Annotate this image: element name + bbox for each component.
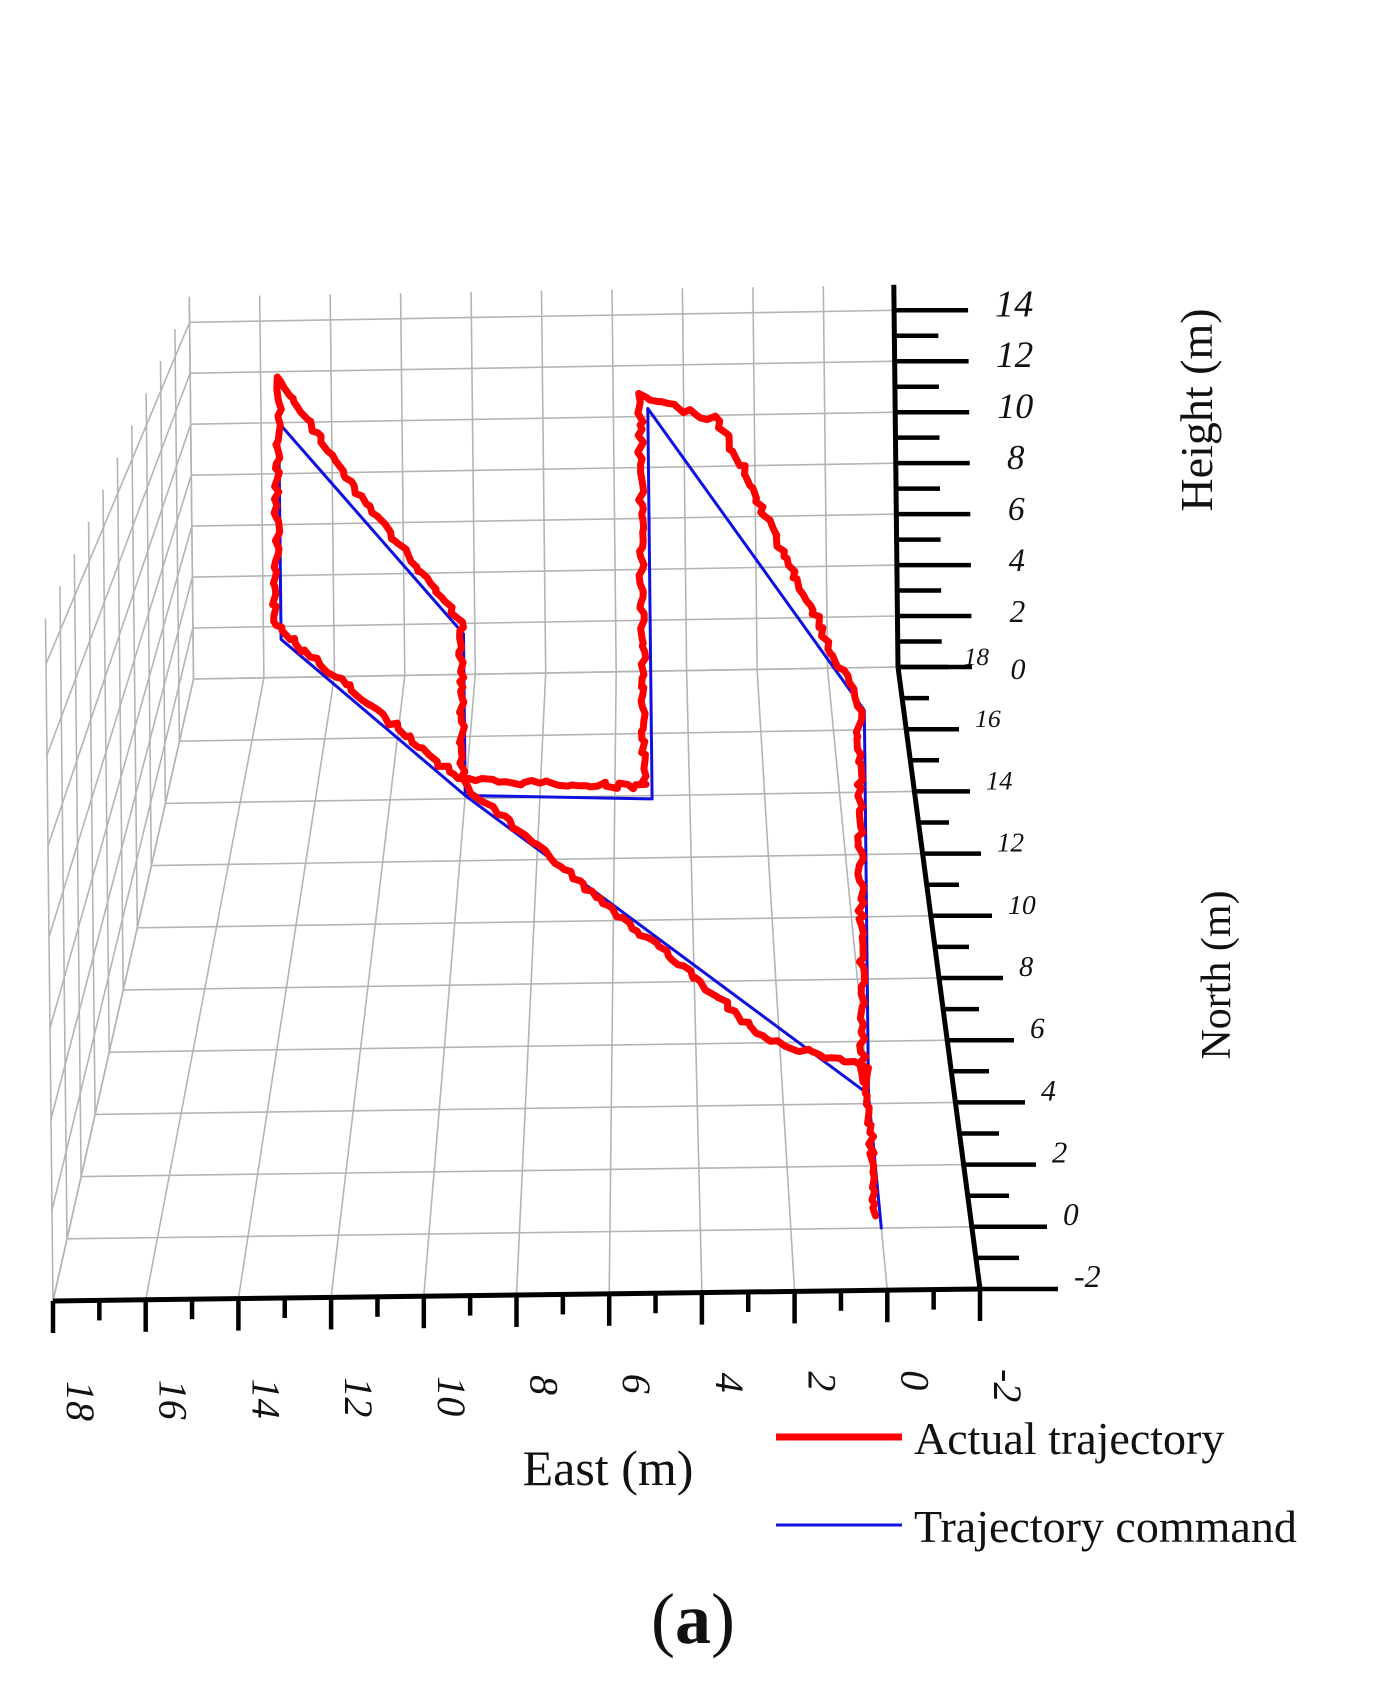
east-tick-label-18: 18 bbox=[58, 1381, 103, 1421]
back-grid-height-6 bbox=[191, 513, 897, 527]
back-grid-height-4 bbox=[192, 564, 897, 578]
back-grid-height-12 bbox=[190, 360, 895, 374]
floor-grid-north-8 bbox=[123, 977, 940, 991]
panel-label: (a) bbox=[651, 1579, 735, 1659]
side-grid-height-8 bbox=[48, 474, 192, 938]
side-grid-north-14 bbox=[159, 361, 167, 804]
panel-letter: a bbox=[675, 1579, 711, 1659]
height-tick-label-8: 8 bbox=[1007, 438, 1024, 477]
series-layer bbox=[269, 373, 883, 1230]
east-tick-label-16: 16 bbox=[151, 1380, 196, 1420]
back-grid-east-2 bbox=[752, 287, 758, 670]
side-grid-height-4 bbox=[50, 576, 194, 1120]
series-line-actual-trajectory bbox=[269, 373, 880, 1220]
legend-label-command: Trajectory command bbox=[914, 1501, 1297, 1552]
side-grid-height-2 bbox=[51, 627, 194, 1211]
side-grid-height-6 bbox=[49, 525, 193, 1029]
side-grid-north-0 bbox=[59, 586, 68, 1239]
east-tick-label-0: 0 bbox=[892, 1370, 937, 1390]
side-grid-north-10 bbox=[131, 425, 139, 928]
height-tick-label-4: 4 bbox=[1009, 543, 1025, 579]
back-grid-height-2 bbox=[192, 615, 898, 629]
back-grid-height-8 bbox=[191, 462, 896, 476]
north-tick-label-14: 14 bbox=[986, 765, 1012, 795]
height-tick-label-10: 10 bbox=[997, 386, 1033, 426]
floor-grid-north-4 bbox=[95, 1101, 956, 1116]
floor-grid-north-2 bbox=[81, 1163, 964, 1178]
side-grid-north-4 bbox=[87, 521, 96, 1115]
east-tick-label-14: 14 bbox=[243, 1379, 288, 1419]
east-tick-label-6: 6 bbox=[614, 1374, 659, 1394]
back-grid-east-6 bbox=[611, 289, 617, 672]
floor-grid-north-10 bbox=[137, 915, 931, 929]
floor-grid-north-12 bbox=[151, 852, 923, 867]
side-grid-height-0 bbox=[52, 678, 195, 1302]
north-tick-label-0: 0 bbox=[1063, 1197, 1079, 1232]
side-grid-north-12 bbox=[145, 393, 153, 866]
north-tick-label--2: -2 bbox=[1074, 1258, 1101, 1294]
east-tick-label--2: -2 bbox=[985, 1369, 1030, 1402]
east-tick-label-4: 4 bbox=[707, 1373, 752, 1393]
height-tick-label-14: 14 bbox=[995, 283, 1033, 325]
back-grid-height-14 bbox=[189, 309, 895, 324]
height-axis-line bbox=[891, 284, 901, 668]
height-tick-label-2: 2 bbox=[1010, 594, 1026, 629]
back-grid-height-0 bbox=[193, 666, 899, 680]
back-grid-east-0 bbox=[822, 285, 829, 669]
north-tick-label-16: 16 bbox=[975, 704, 1001, 733]
back-grid-east-8 bbox=[540, 290, 547, 674]
north-axis-title: North (m) bbox=[1194, 890, 1240, 1059]
axes-layer: 18 16 14 12 10 8 6 4 2 0 -2 East (m) -2 0 2 4 6 8 10 12 14 16… bbox=[50, 283, 1240, 1496]
north-tick-label-8: 8 bbox=[1019, 952, 1033, 983]
back-grid-east-10 bbox=[470, 291, 477, 675]
legend: Actual trajectory Trajectory command bbox=[776, 1413, 1297, 1552]
side-grid-height-14 bbox=[45, 321, 191, 665]
height-axis-title: Height (m) bbox=[1171, 308, 1222, 511]
back-grid-east-12 bbox=[399, 293, 406, 676]
side-grid-height-12 bbox=[46, 372, 191, 756]
back-grid-east-16 bbox=[258, 295, 265, 678]
grid-layer bbox=[44, 284, 981, 1302]
floor-grid-north-0 bbox=[66, 1226, 972, 1240]
east-tick-label-8: 8 bbox=[522, 1375, 567, 1395]
north-tick-label-6: 6 bbox=[1030, 1013, 1045, 1045]
legend-label-actual: Actual trajectory bbox=[914, 1413, 1224, 1464]
east-axis-title: East (m) bbox=[523, 1440, 694, 1496]
side-grid-north--2 bbox=[44, 618, 54, 1302]
east-tick-label-10: 10 bbox=[429, 1376, 474, 1416]
side-grid-height-10 bbox=[47, 423, 192, 847]
height-tick-label-6: 6 bbox=[1008, 491, 1025, 528]
north-tick-label-12: 12 bbox=[997, 828, 1024, 858]
east-tick-label-12: 12 bbox=[336, 1377, 381, 1417]
north-tick-label-2: 2 bbox=[1052, 1136, 1067, 1170]
side-grid-north-18 bbox=[188, 296, 195, 680]
side-grid-north-6 bbox=[102, 489, 110, 1053]
side-grid-north-16 bbox=[174, 328, 181, 742]
north-tick-label-10: 10 bbox=[1008, 890, 1036, 921]
back-grid-east-4 bbox=[681, 288, 688, 671]
east-tick-label-2: 2 bbox=[800, 1371, 845, 1391]
side-grid-north-2 bbox=[73, 554, 82, 1177]
height-tick-label-12: 12 bbox=[996, 335, 1033, 376]
height-tick-label-0: 0 bbox=[1011, 653, 1026, 686]
side-grid-north-8 bbox=[116, 457, 124, 991]
north-tick-label-4: 4 bbox=[1041, 1074, 1056, 1107]
floor-grid-north-16 bbox=[179, 728, 907, 742]
floor-grid-north-6 bbox=[109, 1039, 948, 1053]
